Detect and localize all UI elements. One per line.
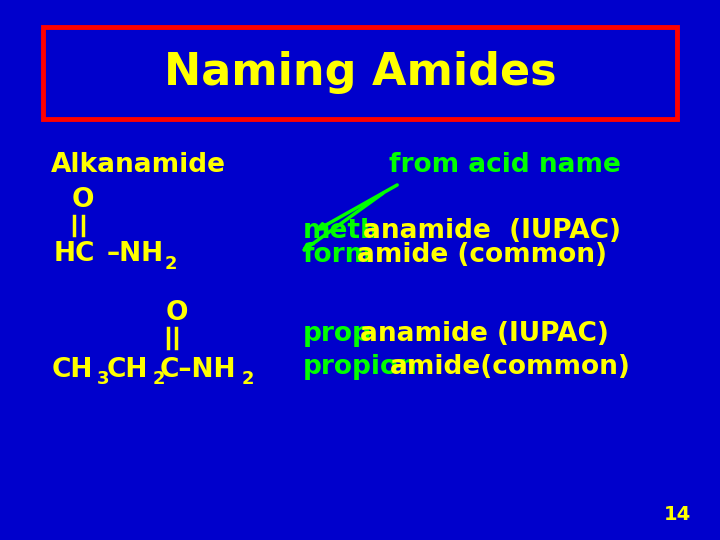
Text: CH: CH [52, 357, 93, 383]
Text: form: form [302, 242, 372, 268]
Text: 2: 2 [242, 370, 254, 388]
Text: C–NH: C–NH [160, 357, 236, 383]
Text: O: O [165, 300, 188, 326]
Text: amide(common): amide(common) [390, 354, 631, 380]
Text: Naming Amides: Naming Amides [163, 51, 557, 94]
Text: O: O [71, 187, 94, 213]
Text: propion: propion [302, 354, 418, 380]
Text: 2: 2 [153, 370, 165, 388]
Text: amide (common): amide (common) [357, 242, 607, 268]
Text: 14: 14 [664, 505, 691, 524]
Text: –NH: –NH [107, 241, 163, 267]
Text: Alkanamide: Alkanamide [50, 152, 225, 178]
FancyBboxPatch shape [43, 27, 677, 119]
Text: 2: 2 [164, 254, 176, 273]
Text: meth: meth [302, 218, 379, 244]
Text: CH: CH [107, 357, 148, 383]
Text: 3: 3 [97, 370, 109, 388]
Text: anamide (IUPAC): anamide (IUPAC) [360, 321, 609, 347]
Text: prop: prop [302, 321, 372, 347]
Text: HC: HC [54, 241, 95, 267]
Text: anamide  (IUPAC): anamide (IUPAC) [363, 218, 621, 244]
Text: from acid name: from acid name [389, 152, 621, 178]
